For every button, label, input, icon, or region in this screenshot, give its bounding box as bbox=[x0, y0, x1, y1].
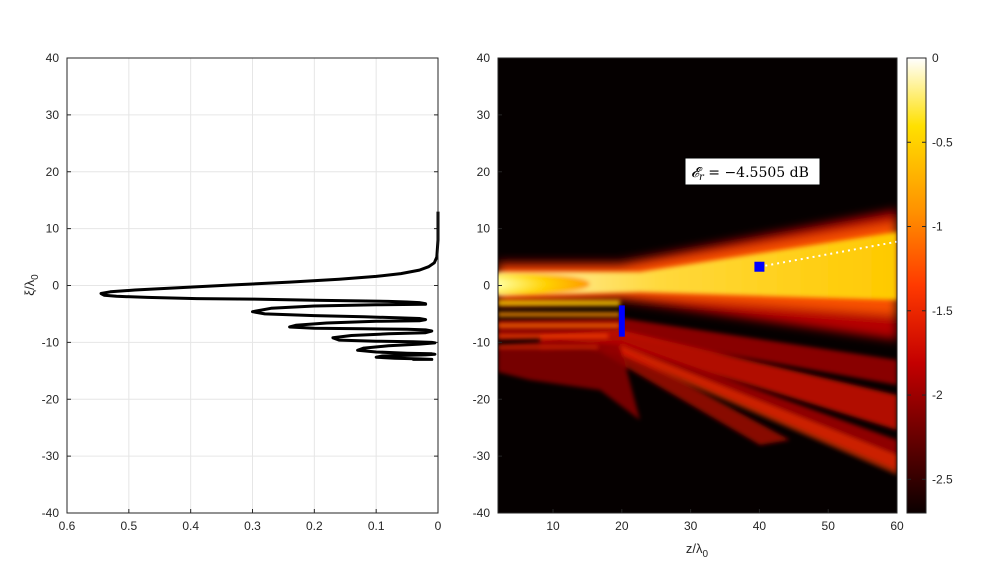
field-x-tick-label: 60 bbox=[890, 519, 904, 533]
field-x-tick-label: 20 bbox=[615, 519, 629, 533]
colorbar-tick-label: -1 bbox=[932, 220, 943, 234]
receiver-marker bbox=[754, 261, 765, 272]
profile-y-tick-label: 20 bbox=[46, 165, 60, 179]
profile-x-tick-label: 0.6 bbox=[59, 519, 76, 533]
profile-y-tick-label: 0 bbox=[52, 279, 59, 293]
field-x-ticks: 10 20 30 40 50 60 bbox=[546, 509, 904, 533]
profile-x-tick-label: 0.1 bbox=[368, 519, 385, 533]
profile-x-tick-label: 0 bbox=[435, 519, 442, 533]
profile-y-tick-label: 30 bbox=[46, 108, 60, 122]
heatmap-beam-core bbox=[498, 232, 897, 300]
profile-x-tick-label: 0.2 bbox=[306, 519, 323, 533]
profile-axes-box bbox=[66, 57, 439, 514]
profile-curve bbox=[99, 211, 440, 361]
field-y-tick-label: 30 bbox=[477, 108, 491, 122]
field-y-tick-label: -30 bbox=[473, 449, 491, 463]
colorbar-gradient bbox=[906, 57, 927, 514]
colorbar-tick-label: -2.5 bbox=[932, 472, 953, 486]
obstacle-marker bbox=[618, 305, 625, 337]
field-x-axis-label: z/λ0 bbox=[686, 541, 709, 560]
field-y-tick-label: -40 bbox=[473, 506, 491, 520]
field-y-tick-label: -10 bbox=[473, 335, 491, 349]
profile-y-tick-label: -30 bbox=[42, 449, 60, 463]
profile-x-tick-label: 0.3 bbox=[244, 519, 261, 533]
profile-x-ticks: 0.6 0.5 0.4 0.3 0.2 0.1 0 bbox=[59, 509, 442, 533]
energy-annotation: 𝓔r = −4.5505 dB bbox=[684, 157, 821, 186]
svg-text:𝓔r = −4.5505 dB: 𝓔r = −4.5505 dB bbox=[691, 165, 809, 183]
field-y-tick-label: 0 bbox=[483, 279, 490, 293]
field-y-tick-label: -20 bbox=[473, 392, 491, 406]
colorbar-ticks: 0 -0.5 -1 -1.5 -2 -2.5 bbox=[907, 51, 953, 486]
profile-y-tick-label: 10 bbox=[46, 222, 60, 236]
colorbar-tick-label: -0.5 bbox=[932, 135, 953, 149]
field-x-tick-label: 30 bbox=[684, 519, 698, 533]
field-x-tick-label: 40 bbox=[753, 519, 767, 533]
field-x-tick-label: 50 bbox=[822, 519, 836, 533]
profile-axes: 0.6 0.5 0.4 0.3 0.2 0.1 0 -40 -30 -20 -10 0 10 20 30 4… bbox=[22, 51, 442, 533]
profile-y-tick-label: 40 bbox=[46, 51, 60, 65]
profile-y-tick-label: -40 bbox=[42, 506, 60, 520]
profile-y-axis-label: ξ/λ0 bbox=[22, 274, 41, 296]
profile-y-tick-label: -20 bbox=[42, 392, 60, 406]
field-y-tick-label: 10 bbox=[477, 222, 491, 236]
field-axes-box bbox=[497, 57, 898, 514]
field-y-tick-label: 40 bbox=[477, 51, 491, 65]
colorbar-tick-label: 0 bbox=[932, 51, 939, 65]
colorbar-tick-label: -2 bbox=[932, 388, 943, 402]
profile-x-tick-label: 0.5 bbox=[120, 519, 137, 533]
field-heatmap bbox=[498, 58, 897, 513]
field-x-tick-label: 10 bbox=[546, 519, 560, 533]
colorbar: 0 -0.5 -1 -1.5 -2 -2.5 bbox=[906, 51, 953, 514]
heatmap-fringes bbox=[498, 300, 620, 349]
profile-y-ticks: -40 -30 -20 -10 0 10 20 30 40 bbox=[42, 51, 438, 520]
colorbar-tick-label: -1.5 bbox=[932, 304, 953, 318]
field-y-tick-label: 20 bbox=[477, 165, 491, 179]
profile-y-tick-label: -10 bbox=[42, 335, 60, 349]
profile-x-tick-label: 0.4 bbox=[182, 519, 199, 533]
